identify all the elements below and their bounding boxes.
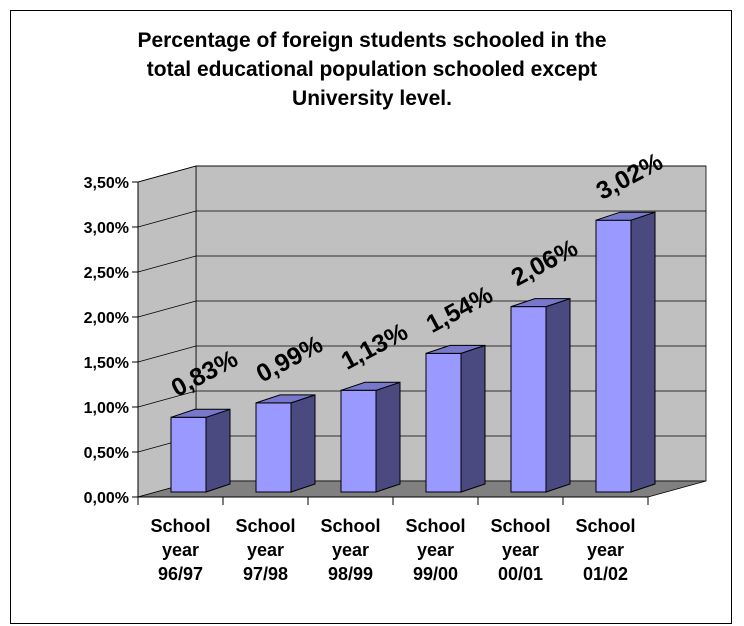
x-category-label: 98/99 — [328, 564, 373, 584]
bar-front — [510, 306, 547, 493]
chart-title: Percentage of foreign students schooled … — [0, 26, 744, 113]
chart-title-line-1: Percentage of foreign students schooled … — [137, 29, 607, 52]
y-tick-label: 1,50% — [84, 355, 129, 372]
bar-top — [255, 394, 316, 404]
bar-top — [595, 211, 656, 221]
x-category-label: School — [405, 516, 465, 536]
x-category-label: year — [162, 540, 199, 560]
chart-title-line-2: total educational population schooled ex… — [146, 58, 598, 81]
y-tick-label: 0,00% — [84, 490, 129, 507]
y-tick-label: 3,50% — [84, 175, 129, 192]
y-tick-label: 1,00% — [84, 400, 129, 417]
bar-front — [595, 219, 632, 493]
gridline — [137, 255, 706, 273]
x-category-label: School — [150, 516, 210, 536]
chart-title-line-3: University level. — [292, 87, 452, 110]
bar-side — [460, 344, 486, 493]
x-category-label: year — [417, 540, 454, 560]
gridline — [137, 210, 706, 228]
x-category-label: year — [502, 540, 539, 560]
x-category-label: School — [320, 516, 380, 536]
bar-top — [425, 344, 486, 354]
x-category-label: School — [235, 516, 295, 536]
y-tick-label: 2,50% — [84, 265, 129, 282]
bar-front — [425, 352, 462, 493]
bar-side — [290, 394, 316, 493]
bar-side — [375, 381, 401, 493]
x-category-label: year — [587, 540, 624, 560]
y-tick-label: 2,00% — [84, 310, 129, 327]
x-category-label: 01/02 — [583, 564, 628, 584]
x-category-label: year — [332, 540, 369, 560]
x-category-label: School — [490, 516, 550, 536]
bar-top — [510, 298, 571, 308]
bar-side — [205, 408, 231, 493]
x-category-label: 96/97 — [158, 564, 203, 584]
bar-front — [255, 402, 292, 493]
bar-front — [170, 416, 207, 493]
x-category-label: School — [575, 516, 635, 536]
bar-side — [630, 211, 656, 493]
x-category-label: 99/00 — [413, 564, 458, 584]
y-tick-label: 0,50% — [84, 445, 129, 462]
x-category-label: 97/98 — [243, 564, 288, 584]
bar-top — [170, 408, 231, 418]
x-category-label: year — [247, 540, 284, 560]
bar-front — [340, 389, 377, 493]
x-category-label: 00/01 — [498, 564, 543, 584]
bar-side — [545, 297, 571, 493]
bar-top — [340, 381, 401, 391]
y-tick-label: 3,00% — [84, 220, 129, 237]
gridline — [137, 165, 706, 183]
